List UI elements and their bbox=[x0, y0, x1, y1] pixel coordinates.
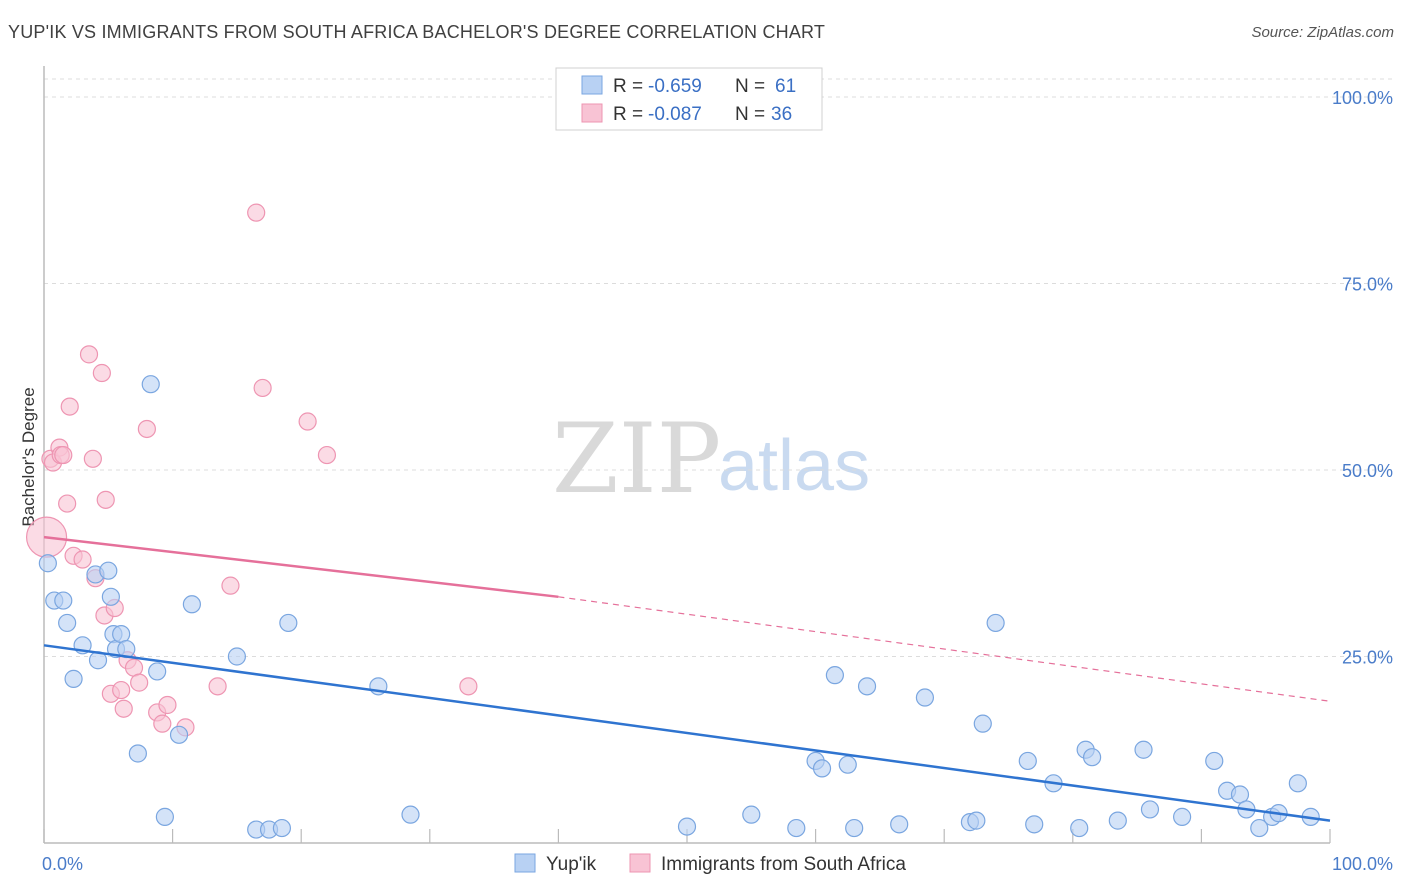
point-south-africa bbox=[130, 673, 149, 692]
point-south-africa bbox=[96, 490, 115, 509]
point-south-africa bbox=[114, 699, 133, 718]
y-axis-label: Bachelor's Degree bbox=[19, 387, 38, 526]
x-tick-labels: 0.0% 100.0% bbox=[42, 854, 1393, 874]
x-tick-label: 0.0% bbox=[42, 854, 83, 874]
point-south-africa bbox=[58, 494, 77, 513]
point-south-africa bbox=[60, 397, 79, 416]
point-yupik bbox=[64, 669, 83, 688]
point-yupik bbox=[825, 666, 844, 685]
stats-legend: R = -0.659 N = 61 R = -0.087 N = 36 bbox=[555, 67, 823, 131]
point-yupik bbox=[915, 688, 935, 707]
point-yupik bbox=[1288, 774, 1307, 793]
point-yupik bbox=[101, 587, 120, 606]
legend-swatch-south-africa bbox=[581, 103, 603, 123]
point-south-africa bbox=[298, 412, 317, 431]
bottom-legend-label-south-africa: Immigrants from South Africa bbox=[661, 854, 906, 875]
bottom-legend-swatch-south-africa bbox=[629, 853, 651, 873]
point-yupik bbox=[148, 662, 167, 681]
point-south-africa bbox=[79, 345, 99, 364]
point-south-africa bbox=[253, 378, 272, 398]
watermark-atlas: atlas bbox=[718, 426, 870, 506]
point-south-africa bbox=[221, 576, 240, 595]
watermark-zip: ZIP bbox=[552, 403, 721, 515]
y-tick-label: 25.0% bbox=[1342, 648, 1393, 668]
point-yupik bbox=[272, 818, 292, 838]
y-tick-label: 50.0% bbox=[1342, 461, 1393, 481]
point-yupik bbox=[812, 759, 832, 778]
point-south-africa bbox=[208, 677, 227, 696]
bottom-legend-swatch-yupik bbox=[514, 853, 536, 873]
point-yupik bbox=[141, 375, 160, 394]
point-yupik bbox=[1018, 751, 1037, 771]
point-yupik bbox=[1250, 818, 1269, 838]
legend-n-value-2: 36 bbox=[771, 104, 792, 125]
point-south-africa bbox=[92, 363, 111, 383]
point-yupik bbox=[845, 818, 864, 838]
series-south-africa-points bbox=[25, 203, 478, 737]
legend-r-value-1: -0.659 bbox=[648, 76, 702, 97]
point-yupik bbox=[1205, 751, 1224, 771]
point-south-africa bbox=[459, 677, 478, 696]
point-south-africa bbox=[83, 449, 102, 468]
point-yupik bbox=[967, 811, 986, 830]
legend-r-label-1: R = bbox=[613, 76, 643, 97]
point-south-africa bbox=[112, 680, 131, 700]
point-yupik bbox=[890, 815, 909, 834]
point-yupik bbox=[973, 714, 992, 733]
legend-n-label-2: N = bbox=[735, 104, 765, 125]
x-tick-label: 100.0% bbox=[1332, 854, 1393, 874]
point-yupik bbox=[54, 591, 73, 610]
legend-r-value-2: -0.087 bbox=[648, 104, 702, 125]
point-south-africa bbox=[54, 445, 73, 465]
point-yupik bbox=[58, 613, 77, 633]
legend-swatch-yupik bbox=[581, 75, 603, 95]
source-credit: Source: ZipAtlas.com bbox=[1251, 24, 1394, 41]
point-yupik bbox=[787, 818, 806, 838]
point-yupik bbox=[838, 755, 857, 774]
trend-line-south-africa bbox=[43, 535, 559, 599]
y-tick-label: 75.0% bbox=[1342, 275, 1393, 295]
point-yupik bbox=[1082, 748, 1102, 767]
point-yupik bbox=[1173, 807, 1192, 826]
point-yupik bbox=[1025, 815, 1044, 834]
chart-title: YUP'IK VS IMMIGRANTS FROM SOUTH AFRICA B… bbox=[8, 22, 826, 42]
bottom-legend-label-yupik: Yup'ik bbox=[546, 854, 597, 875]
point-south-africa bbox=[317, 445, 337, 465]
point-yupik bbox=[986, 613, 1005, 633]
grid-lines bbox=[44, 78, 1392, 657]
point-yupik bbox=[128, 744, 147, 763]
legend-n-label-1: N = bbox=[735, 76, 765, 97]
series-legend: Yup'ik Immigrants from South Africa bbox=[514, 853, 906, 875]
point-yupik bbox=[857, 677, 877, 696]
point-yupik bbox=[227, 647, 246, 666]
point-yupik bbox=[1134, 740, 1153, 759]
legend-r-label-2: R = bbox=[613, 104, 643, 125]
point-yupik bbox=[677, 817, 697, 836]
point-south-africa bbox=[158, 695, 177, 715]
legend-n-value-1: 61 bbox=[775, 76, 796, 97]
point-yupik bbox=[742, 805, 761, 824]
point-south-africa bbox=[73, 550, 92, 569]
point-yupik bbox=[155, 807, 174, 826]
trend-line-yupik bbox=[43, 644, 1331, 822]
point-yupik bbox=[279, 613, 298, 633]
trend-line-south-africa-extension bbox=[558, 596, 1331, 702]
series-yupik-points bbox=[38, 375, 1320, 839]
point-yupik bbox=[1108, 811, 1127, 830]
point-yupik bbox=[38, 554, 57, 573]
y-tick-label: 100.0% bbox=[1332, 88, 1393, 108]
trend-lines bbox=[43, 535, 1331, 822]
point-yupik bbox=[169, 725, 189, 744]
point-yupik bbox=[182, 595, 201, 614]
point-yupik bbox=[1070, 818, 1089, 838]
point-yupik bbox=[401, 805, 420, 824]
point-south-africa bbox=[137, 419, 156, 439]
point-south-africa bbox=[153, 714, 172, 733]
point-yupik bbox=[1140, 800, 1160, 819]
point-south-africa bbox=[247, 203, 266, 222]
point-yupik bbox=[99, 561, 118, 580]
y-tick-labels: 25.0% 50.0% 75.0% 100.0% bbox=[1332, 88, 1393, 668]
